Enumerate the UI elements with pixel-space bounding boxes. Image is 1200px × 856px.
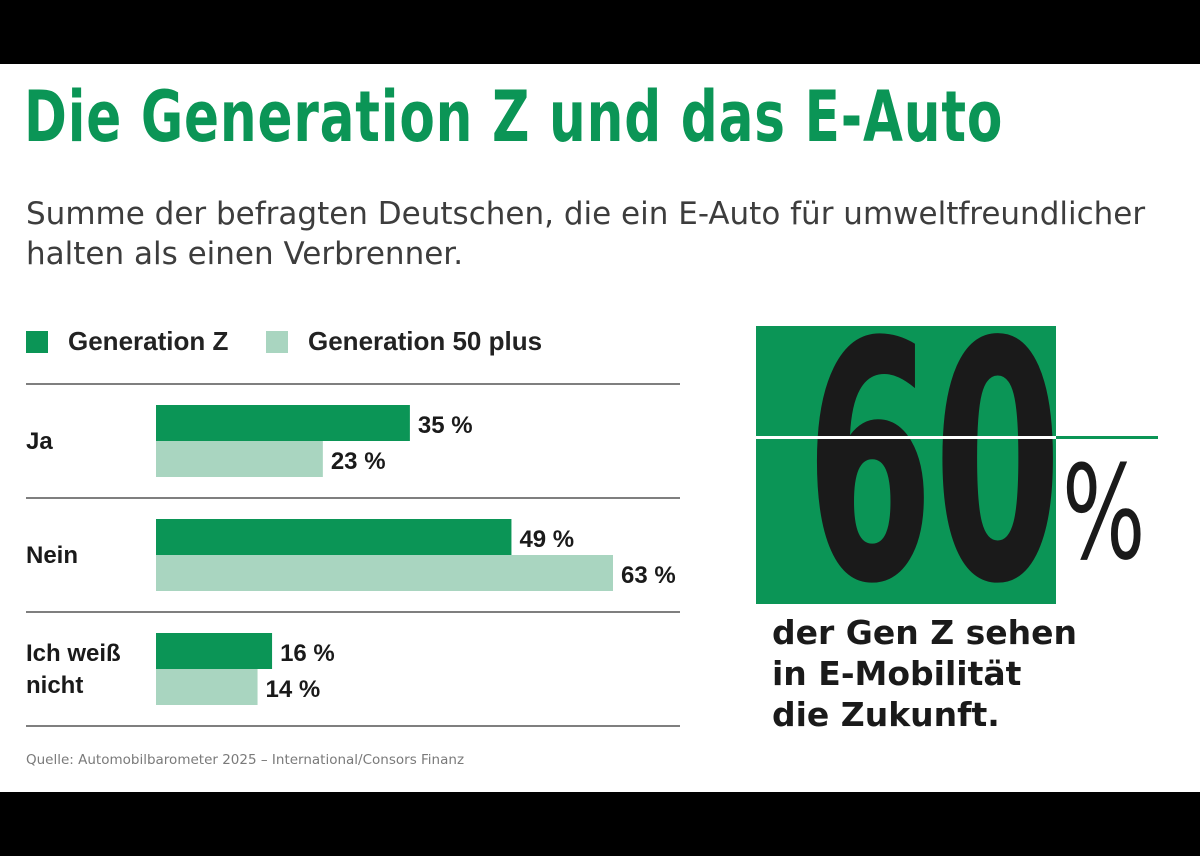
legend-swatch-generation-z [26, 330, 48, 353]
data-label: 63 % [621, 562, 676, 589]
highlight-callout: der Gen Z sehen in E-Mobilität die Zukun… [772, 612, 1192, 735]
highlight-divider-line-inner [756, 436, 1056, 439]
legend-item-generation-z: Generation Z [26, 326, 228, 357]
bar-generation-50-plus [156, 441, 323, 477]
legend-label-generation-50-plus: Generation 50 plus [308, 326, 543, 356]
bar-chart: Ja 35 % 23 % Nein 49 % 63 % Ich weiß nicht 16 % 1… [26, 383, 680, 727]
bar-generation-50-plus [156, 555, 613, 591]
top-letterbox-bar [0, 0, 1200, 64]
infographic: Die Generation Z und das E-Auto Summe de… [0, 64, 1200, 792]
legend-swatch-generation-50-plus [266, 330, 288, 353]
category-label: nicht [26, 672, 83, 699]
highlight-callout-line: in E-Mobilität [772, 654, 1022, 693]
chart-title: Die Generation Z und das E-Auto [24, 76, 1004, 158]
bar-generation-z [156, 633, 273, 669]
source-note: Quelle: Automobilbarometer 2025 – Intern… [26, 752, 465, 768]
data-label: 23 % [331, 448, 386, 475]
legend-item-generation-50-plus: Generation 50 plus [266, 326, 542, 357]
chart-subtitle: Summe der befragten Deutschen, die ein E… [26, 196, 1146, 272]
category-label: Ja [26, 428, 53, 455]
highlight-callout-line: der Gen Z sehen [772, 613, 1078, 652]
bottom-letterbox-bar [0, 792, 1200, 856]
highlight-box [756, 326, 1056, 604]
bar-generation-z [156, 405, 410, 441]
category-label: Nein [26, 542, 78, 569]
data-label: 14 % [266, 676, 321, 703]
highlight-number: 60 [805, 272, 1062, 656]
highlight-callout-line: die Zukunft. [772, 695, 1000, 734]
bar-generation-z [156, 519, 512, 555]
highlight-percent-sign: % [1062, 437, 1146, 589]
data-label: 16 % [280, 640, 335, 667]
data-label: 49 % [519, 526, 574, 553]
category-label: Ich weiß [26, 640, 121, 667]
bar-generation-50-plus [156, 669, 258, 705]
data-label: 35 % [418, 412, 473, 439]
legend-label-generation-z: Generation Z [68, 326, 229, 356]
